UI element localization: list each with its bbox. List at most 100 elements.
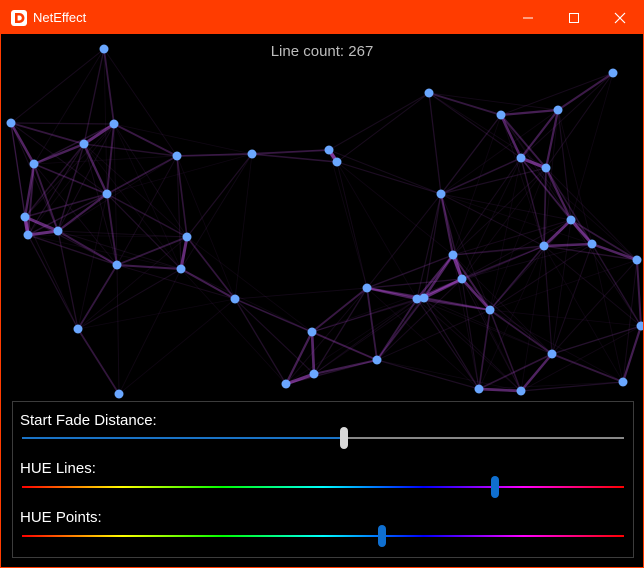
network-line [77, 298, 236, 330]
controls-panel: Start Fade Distance: HUE Lines: HUE Poin… [12, 401, 634, 558]
network-point [372, 355, 382, 365]
network-line [545, 72, 614, 169]
network-point [516, 386, 526, 396]
network-line [113, 123, 188, 238]
network-line [336, 161, 454, 256]
network-line [176, 153, 253, 157]
network-line [57, 230, 188, 238]
network-line [106, 155, 178, 195]
title-bar[interactable]: NetEffect [1, 1, 643, 34]
network-line [543, 242, 593, 248]
network-line [423, 254, 454, 299]
network-line [461, 157, 522, 280]
network-line [452, 167, 547, 256]
close-button[interactable] [597, 1, 643, 34]
network-line [440, 157, 522, 195]
network-line [557, 109, 572, 221]
network-line [180, 268, 313, 333]
network-line [24, 123, 115, 218]
network-line [500, 114, 547, 169]
network-line [416, 298, 491, 311]
network-line [423, 245, 545, 299]
network-line [336, 161, 368, 289]
network-line [180, 268, 236, 300]
network-line [569, 218, 594, 246]
network-line [176, 155, 236, 300]
network-line [186, 153, 253, 238]
network-point [362, 283, 372, 293]
network-line [57, 230, 79, 330]
start-fade-distance-thumb[interactable] [340, 427, 349, 449]
network-point [547, 349, 557, 359]
network-line [83, 143, 188, 238]
network-line [551, 353, 624, 383]
network-line [461, 167, 547, 280]
hue-points-thumb[interactable] [377, 525, 386, 547]
network-point [99, 44, 109, 54]
network-line [452, 243, 593, 256]
network-line [489, 219, 572, 311]
network-line [103, 48, 108, 195]
network-line [77, 264, 118, 330]
network-line [186, 236, 236, 300]
hue-lines-slider[interactable] [22, 476, 624, 498]
network-line [520, 381, 624, 392]
network-line [428, 92, 442, 195]
network-point [412, 294, 422, 304]
network-line [285, 298, 418, 385]
network-line [543, 245, 553, 355]
network-line [376, 297, 425, 361]
network-line [27, 234, 188, 238]
network-line [461, 278, 480, 390]
maximize-button[interactable] [551, 1, 597, 34]
network-line [311, 331, 378, 361]
network-line [428, 92, 547, 169]
network-point [324, 145, 334, 155]
line-count-label: Line count: 267 [270, 43, 374, 60]
network-line [366, 287, 480, 390]
network-line [461, 219, 572, 280]
network-line [234, 153, 253, 300]
network-line [116, 236, 188, 266]
network-line [461, 278, 553, 355]
network-line [311, 297, 425, 333]
network-line [440, 193, 463, 280]
network-line [520, 157, 545, 247]
network-line [77, 328, 120, 395]
network-line [478, 387, 522, 393]
network-line [460, 278, 492, 311]
network-line [366, 287, 491, 311]
network-line [27, 193, 108, 236]
network-line [416, 298, 522, 392]
network-point [172, 151, 182, 161]
hue-lines-thumb[interactable] [491, 476, 500, 498]
app-logo-icon [11, 10, 27, 26]
network-point [485, 305, 495, 315]
network-line [551, 325, 642, 355]
network-line [557, 109, 593, 245]
network-line [452, 254, 553, 355]
network-line [452, 254, 491, 311]
network-line [439, 193, 455, 256]
network-line [543, 218, 572, 248]
network-line [23, 163, 36, 218]
network-line [520, 325, 642, 392]
close-icon [614, 12, 626, 23]
network-line [176, 155, 182, 270]
network-line [570, 72, 614, 221]
start-fade-distance-slider[interactable] [22, 427, 624, 449]
maximize-icon [569, 12, 579, 23]
hue-points-slider[interactable] [22, 525, 624, 547]
network-line [328, 92, 430, 151]
network-line [376, 298, 418, 361]
network-point [109, 119, 119, 129]
minimize-button[interactable] [505, 1, 551, 34]
network-line [116, 264, 236, 300]
network-line [489, 167, 547, 311]
network-points [6, 44, 643, 399]
network-point [29, 159, 39, 169]
network-line [313, 287, 368, 375]
network-line [234, 298, 287, 385]
network-line [328, 149, 368, 289]
network-line [33, 155, 178, 165]
